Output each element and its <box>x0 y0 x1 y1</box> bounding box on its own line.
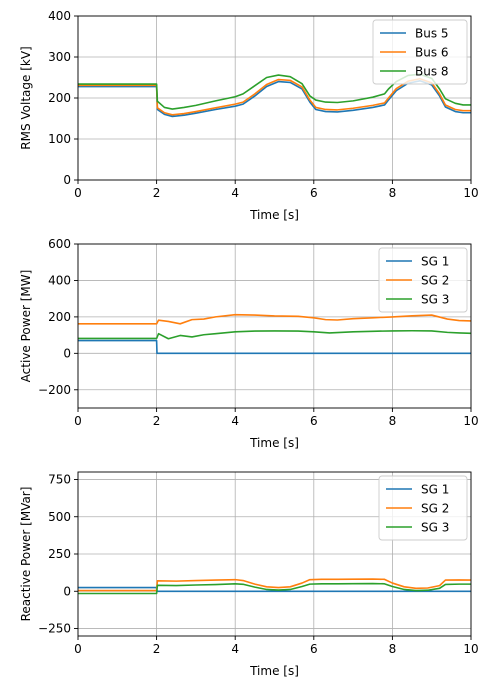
active-power-x-tick-label: 10 <box>463 414 478 428</box>
reactive-power-x-tick-label: 4 <box>231 642 239 656</box>
active-power-x-tick-label: 4 <box>231 414 239 428</box>
voltage-legend-entry: Bus 6 <box>415 45 449 59</box>
reactive-power-y-tick-label: 0 <box>63 584 71 598</box>
reactive-power-x-tick-label: 10 <box>463 642 478 656</box>
active-power-legend-entry: SG 2 <box>421 273 449 287</box>
active-power-x-tick-label: 6 <box>310 414 318 428</box>
active-power-series-line-sg-2 <box>78 313 471 325</box>
reactive-power-x-tick-label: 8 <box>389 642 397 656</box>
voltage-legend-entry: Bus 5 <box>415 26 449 40</box>
reactive-power-y-tick-label: 500 <box>48 510 71 524</box>
active-power-axes-frame <box>77 243 472 409</box>
active-power-x-tick-label: 2 <box>153 414 161 428</box>
active-power-series-line-sg-1 <box>78 339 471 355</box>
active-power-x-tick-label: 8 <box>389 414 397 428</box>
active-power-series-line-sg-3 <box>78 329 471 340</box>
reactive-power-x-tick-label: 2 <box>153 642 161 656</box>
active-power-subplot: 0 2 4 6 8 10 −200 0 200 400 600 Time [s] Active Po… <box>19 237 479 450</box>
voltage-x-tick-label: 0 <box>74 186 82 200</box>
active-power-legend-box <box>378 247 468 313</box>
active-power-y-tick-label: −200 <box>38 383 71 397</box>
active-power-x-axis-label: Time [s] <box>249 436 299 450</box>
voltage-x-tick-label: 2 <box>153 186 161 200</box>
voltage-y-axis-label: RMS Voltage [kV] <box>19 46 33 149</box>
active-power-y-tick-label: 600 <box>48 237 71 251</box>
reactive-power-legend-box <box>378 475 468 541</box>
reactive-power-series-line-sg-2 <box>78 578 471 592</box>
reactive-power-legend-entry: SG 3 <box>421 520 449 534</box>
voltage-x-tick-label: 6 <box>310 186 318 200</box>
voltage-y-tick-label: 300 <box>48 50 71 64</box>
reactive-power-legend-entry: SG 1 <box>421 482 449 496</box>
reactive-power-y-tick-label: −250 <box>38 622 71 636</box>
reactive-power-series <box>78 578 471 595</box>
voltage-x-axis-label: Time [s] <box>249 208 299 222</box>
active-power-y-tick-label: 200 <box>48 310 71 324</box>
reactive-power-x-axis-label: Time [s] <box>249 664 299 678</box>
reactive-power-y-tick-label: 250 <box>48 547 71 561</box>
voltage-y-tick-label: 400 <box>48 9 71 23</box>
voltage-x-tick-label: 4 <box>231 186 239 200</box>
active-power-y-tick-label: 400 <box>48 274 71 288</box>
active-power-y-tick-label: 0 <box>63 347 71 361</box>
voltage-x-tick-label: 10 <box>463 186 478 200</box>
active-power-ticks: 0 2 4 6 8 10 −200 0 200 400 600 <box>38 237 479 428</box>
reactive-power-legend-entry: SG 2 <box>421 501 449 515</box>
reactive-power-legend: SG 1 SG 2 SG 3 <box>378 475 468 541</box>
voltage-y-tick-label: 100 <box>48 132 71 146</box>
voltage-x-tick-label: 8 <box>389 186 397 200</box>
active-power-series <box>78 313 471 355</box>
active-power-y-axis-label: Active Power [MW] <box>19 270 33 383</box>
reactive-power-series-line-sg-3 <box>78 582 471 595</box>
voltage-y-tick-label: 200 <box>48 91 71 105</box>
reactive-power-y-tick-label: 750 <box>48 473 71 487</box>
voltage-y-tick-label: 0 <box>63 173 71 187</box>
reactive-power-x-tick-label: 0 <box>74 642 82 656</box>
voltage-legend: Bus 5 Bus 6 Bus 8 <box>372 19 468 85</box>
reactive-power-y-axis-label: Reactive Power [MVar] <box>19 487 33 622</box>
active-power-legend: SG 1 SG 2 SG 3 <box>378 247 468 313</box>
voltage-legend-box <box>372 19 468 85</box>
voltage-legend-entry: Bus 8 <box>415 64 449 78</box>
active-power-legend-entry: SG 1 <box>421 254 449 268</box>
active-power-legend-entry: SG 3 <box>421 292 449 306</box>
active-power-x-tick-label: 0 <box>74 414 82 428</box>
reactive-power-x-tick-label: 6 <box>310 642 318 656</box>
